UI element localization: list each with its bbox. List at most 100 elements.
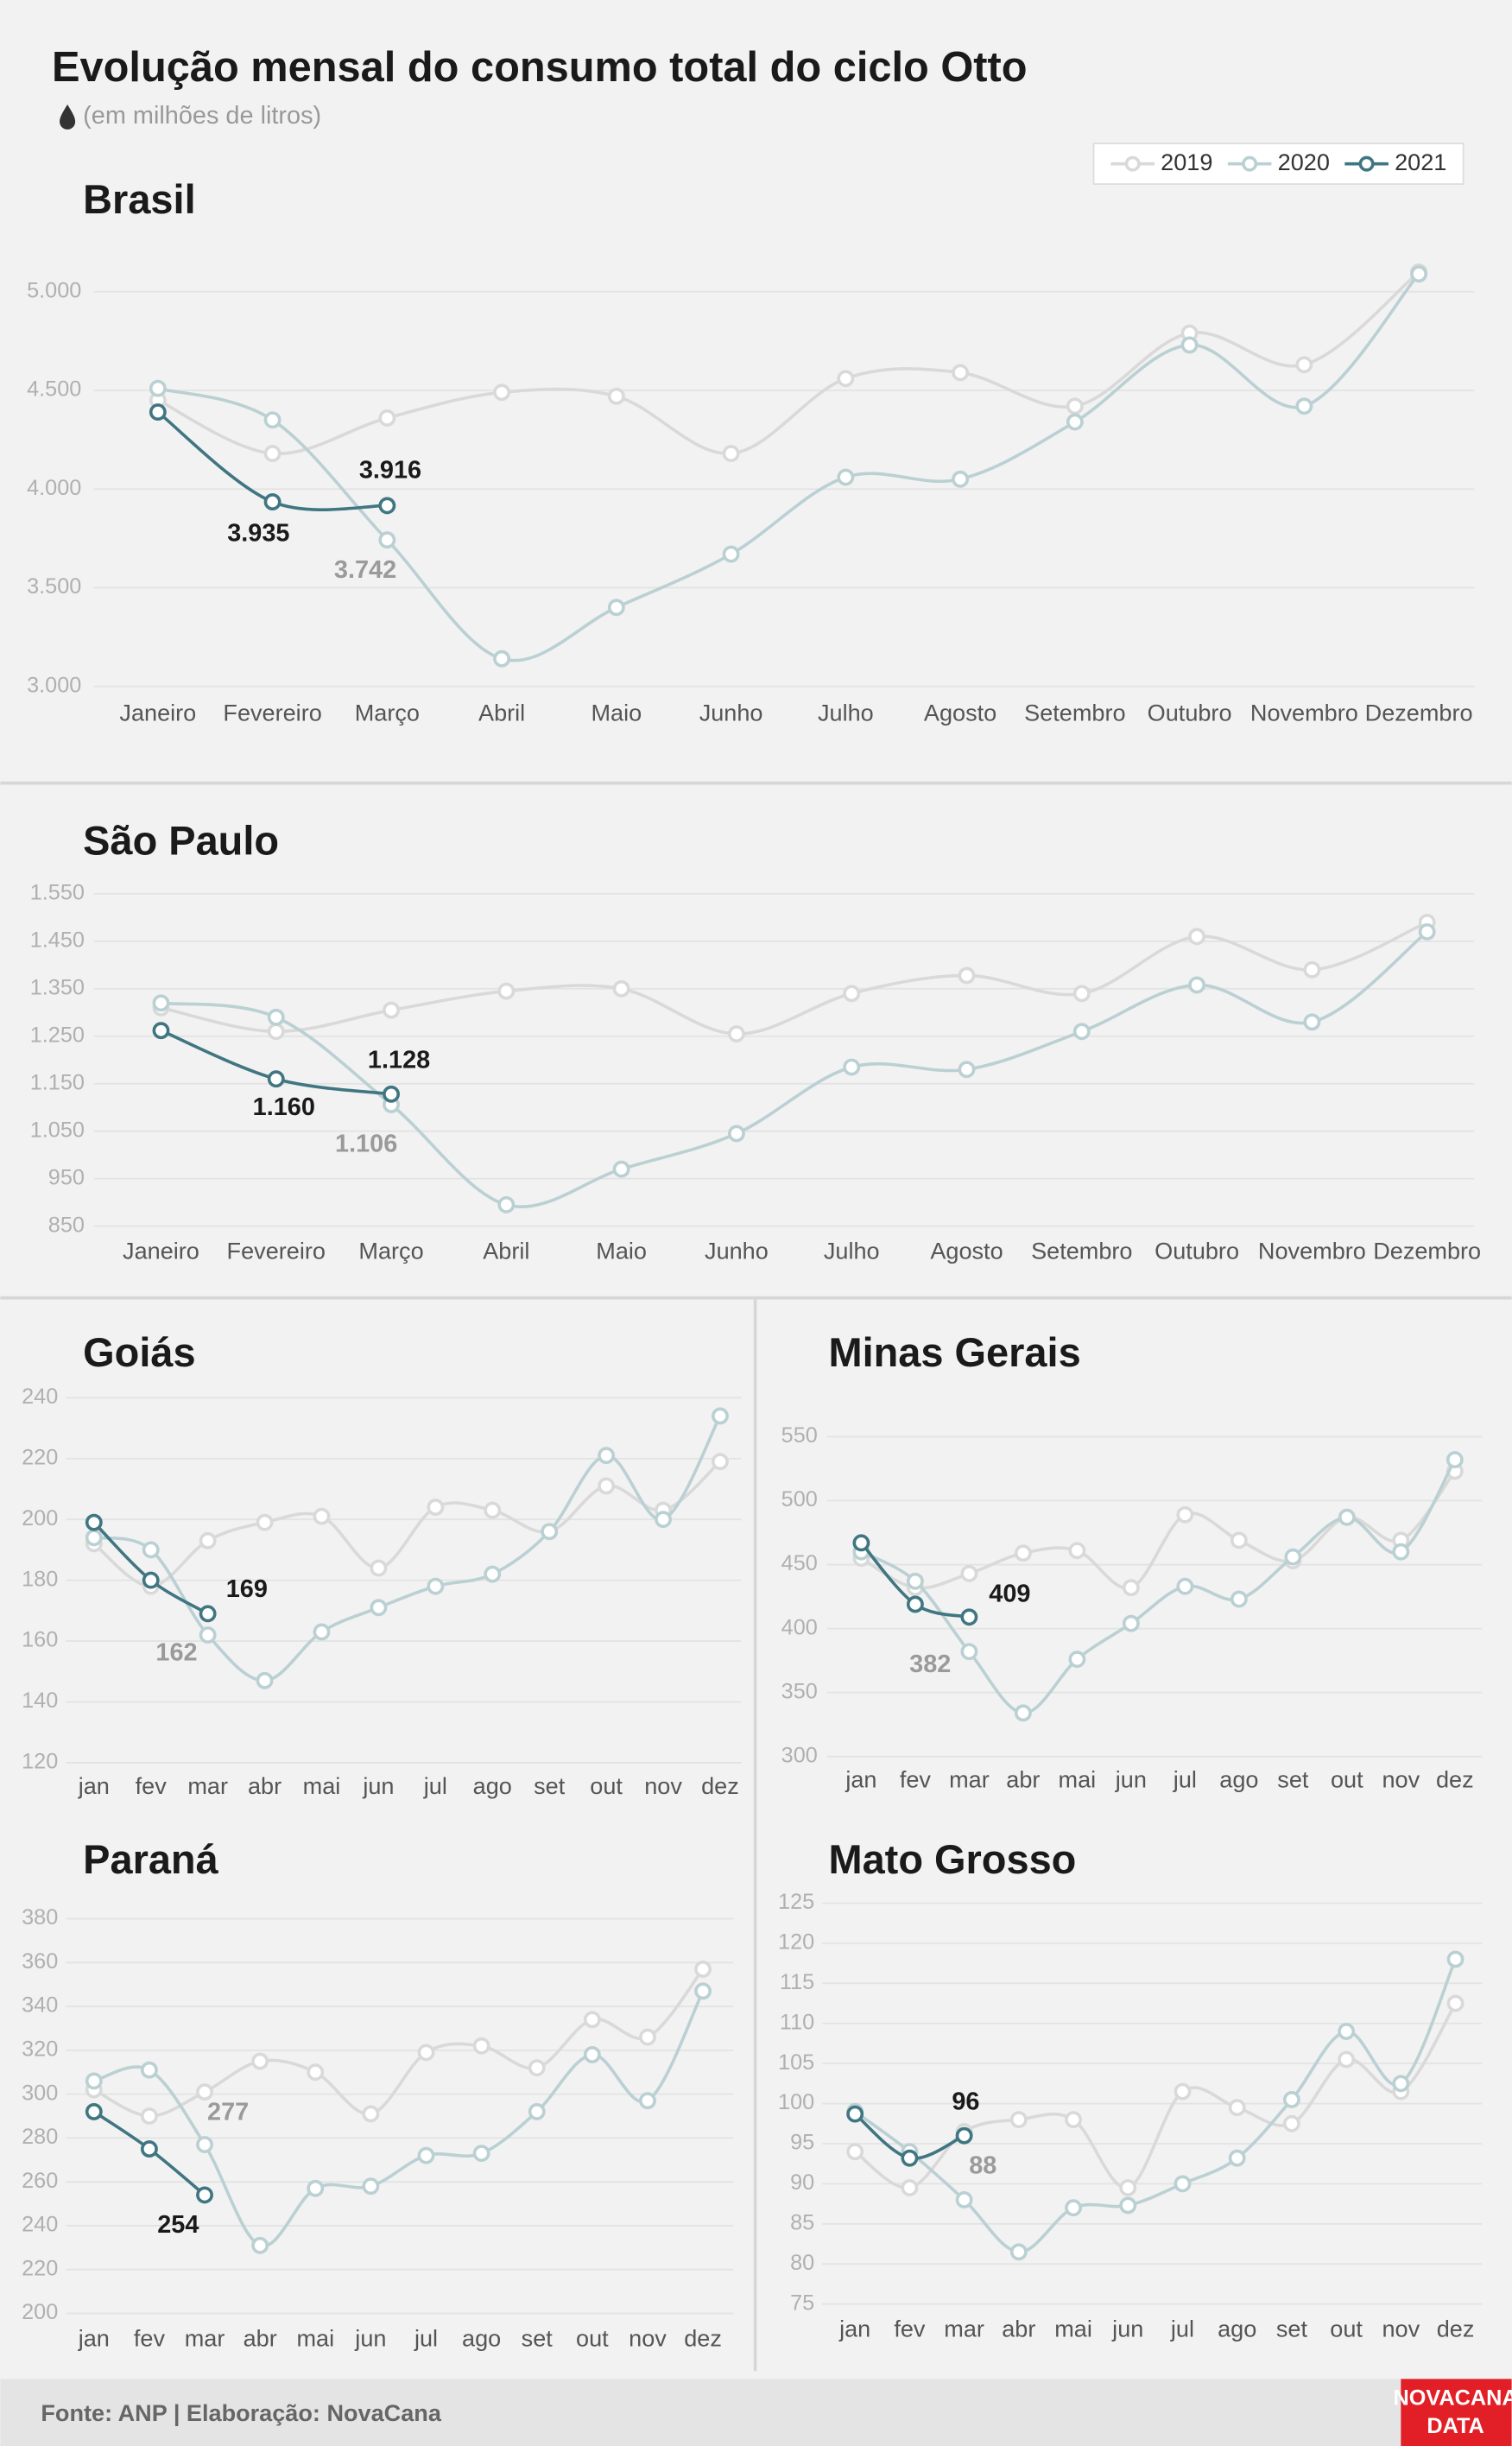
data-point [196, 2083, 213, 2101]
y-tick-label: 200 [22, 1506, 58, 1530]
x-tick-label: Novembro [1258, 1237, 1366, 1264]
data-point [362, 2177, 380, 2196]
data-point [1072, 985, 1091, 1003]
data-point [1066, 397, 1084, 415]
y-tick-label: 4.500 [27, 377, 81, 402]
data-point [1068, 1542, 1086, 1560]
logo [1401, 2379, 1512, 2446]
y-tick-label: 220 [22, 1445, 58, 1469]
source: Fonte: ANP | Elaboração: NovaCana [41, 2399, 441, 2426]
x-tick-label: Dezembro [1373, 1237, 1481, 1264]
data-point [307, 2063, 325, 2082]
data-point [639, 2028, 656, 2046]
x-tick-label: jul [1170, 2316, 1194, 2342]
y-tick-label: 85 [790, 2210, 814, 2234]
x-tick-label: Janeiro [119, 699, 196, 726]
y-tick-label: 220 [22, 2256, 58, 2280]
data-point [256, 1513, 274, 1531]
x-tick-label: fev [136, 1772, 168, 1799]
data-point [142, 1541, 160, 1559]
footer [0, 2379, 1512, 2446]
x-tick-label: mai [1059, 1766, 1097, 1793]
data-point [417, 2044, 435, 2062]
x-tick-label: Abril [478, 699, 525, 726]
x-tick-label: jan [78, 1772, 110, 1799]
data-point [612, 979, 630, 998]
x-tick-label: fev [894, 2316, 926, 2342]
data-point [378, 497, 396, 515]
data-label: 3.742 [334, 556, 396, 584]
y-tick-label: 500 [781, 1487, 818, 1511]
data-point [837, 468, 855, 486]
data-point [267, 1070, 285, 1088]
data-point [1392, 1543, 1410, 1561]
data-point [1228, 2099, 1246, 2117]
data-point [140, 2140, 158, 2158]
data-point [694, 1982, 712, 2000]
data-point [722, 445, 740, 463]
data-point [85, 1513, 103, 1531]
y-tick-label: 3.000 [27, 673, 81, 697]
legend-box [1092, 143, 1465, 186]
data-point [427, 1499, 445, 1517]
data-point [196, 2136, 213, 2153]
y-tick-label: 280 [22, 2125, 58, 2149]
legend-marker [1242, 155, 1258, 172]
y-tick-label: 240 [22, 2213, 58, 2237]
x-tick-label: fev [134, 2324, 166, 2351]
x-tick-label: Março [358, 1237, 423, 1264]
data-point [1174, 2082, 1192, 2101]
x-tick-label: ago [1218, 2316, 1256, 2342]
x-tick-label: out [1330, 2316, 1363, 2342]
x-tick-label: Maio [592, 699, 642, 726]
data-point [1295, 356, 1313, 374]
y-tick-label: 320 [22, 2037, 58, 2062]
x-tick-label: Fevereiro [223, 699, 321, 726]
data-label: 409 [989, 1581, 1030, 1608]
x-tick-label: Setembro [1031, 1237, 1132, 1264]
legend-marker [1358, 155, 1375, 172]
data-point [199, 1531, 217, 1549]
data-point [1446, 1451, 1464, 1469]
x-tick-label: Maio [596, 1237, 647, 1264]
data-point [263, 445, 282, 463]
data-point [1446, 1950, 1465, 1968]
y-tick-label: 400 [781, 1615, 818, 1639]
data-point [958, 1061, 976, 1079]
data-label: 254 [157, 2211, 199, 2239]
data-point [1180, 336, 1199, 354]
data-point [712, 1407, 729, 1425]
data-point [1014, 1704, 1032, 1722]
data-label: 382 [909, 1651, 951, 1678]
data-point [952, 470, 970, 488]
data-point [263, 411, 282, 429]
y-tick-label: 90 [790, 2170, 814, 2195]
x-tick-label: abr [248, 1772, 282, 1799]
y-tick-label: 240 [22, 1385, 58, 1409]
x-tick-label: set [522, 2324, 554, 2351]
legend-label: 2021 [1395, 149, 1446, 175]
data-point [1282, 2090, 1300, 2108]
y-tick-label: 450 [781, 1551, 818, 1575]
data-point [955, 2191, 973, 2208]
data-point [1446, 1994, 1465, 2012]
x-tick-label: Julho [824, 1237, 880, 1264]
data-point [1338, 2050, 1356, 2069]
data-point [1410, 265, 1428, 283]
y-tick-label: 260 [22, 2169, 58, 2193]
data-point [256, 1671, 274, 1689]
y-tick-label: 300 [781, 1743, 818, 1767]
x-tick-label: abr [244, 2324, 277, 2351]
x-tick-label: jul [423, 1772, 447, 1799]
y-tick-label: 950 [48, 1165, 85, 1189]
data-label: 3.916 [359, 456, 421, 484]
x-tick-label: ago [462, 2324, 501, 2351]
data-point [1014, 1544, 1032, 1562]
y-tick-label: 850 [48, 1213, 85, 1237]
y-tick-label: 140 [22, 1689, 58, 1713]
logo-text: NOVACANA [1393, 2386, 1512, 2410]
x-tick-label: mai [296, 2324, 334, 2351]
data-point [484, 1501, 502, 1519]
x-tick-label: out [576, 2324, 609, 2351]
data-point [958, 966, 976, 985]
